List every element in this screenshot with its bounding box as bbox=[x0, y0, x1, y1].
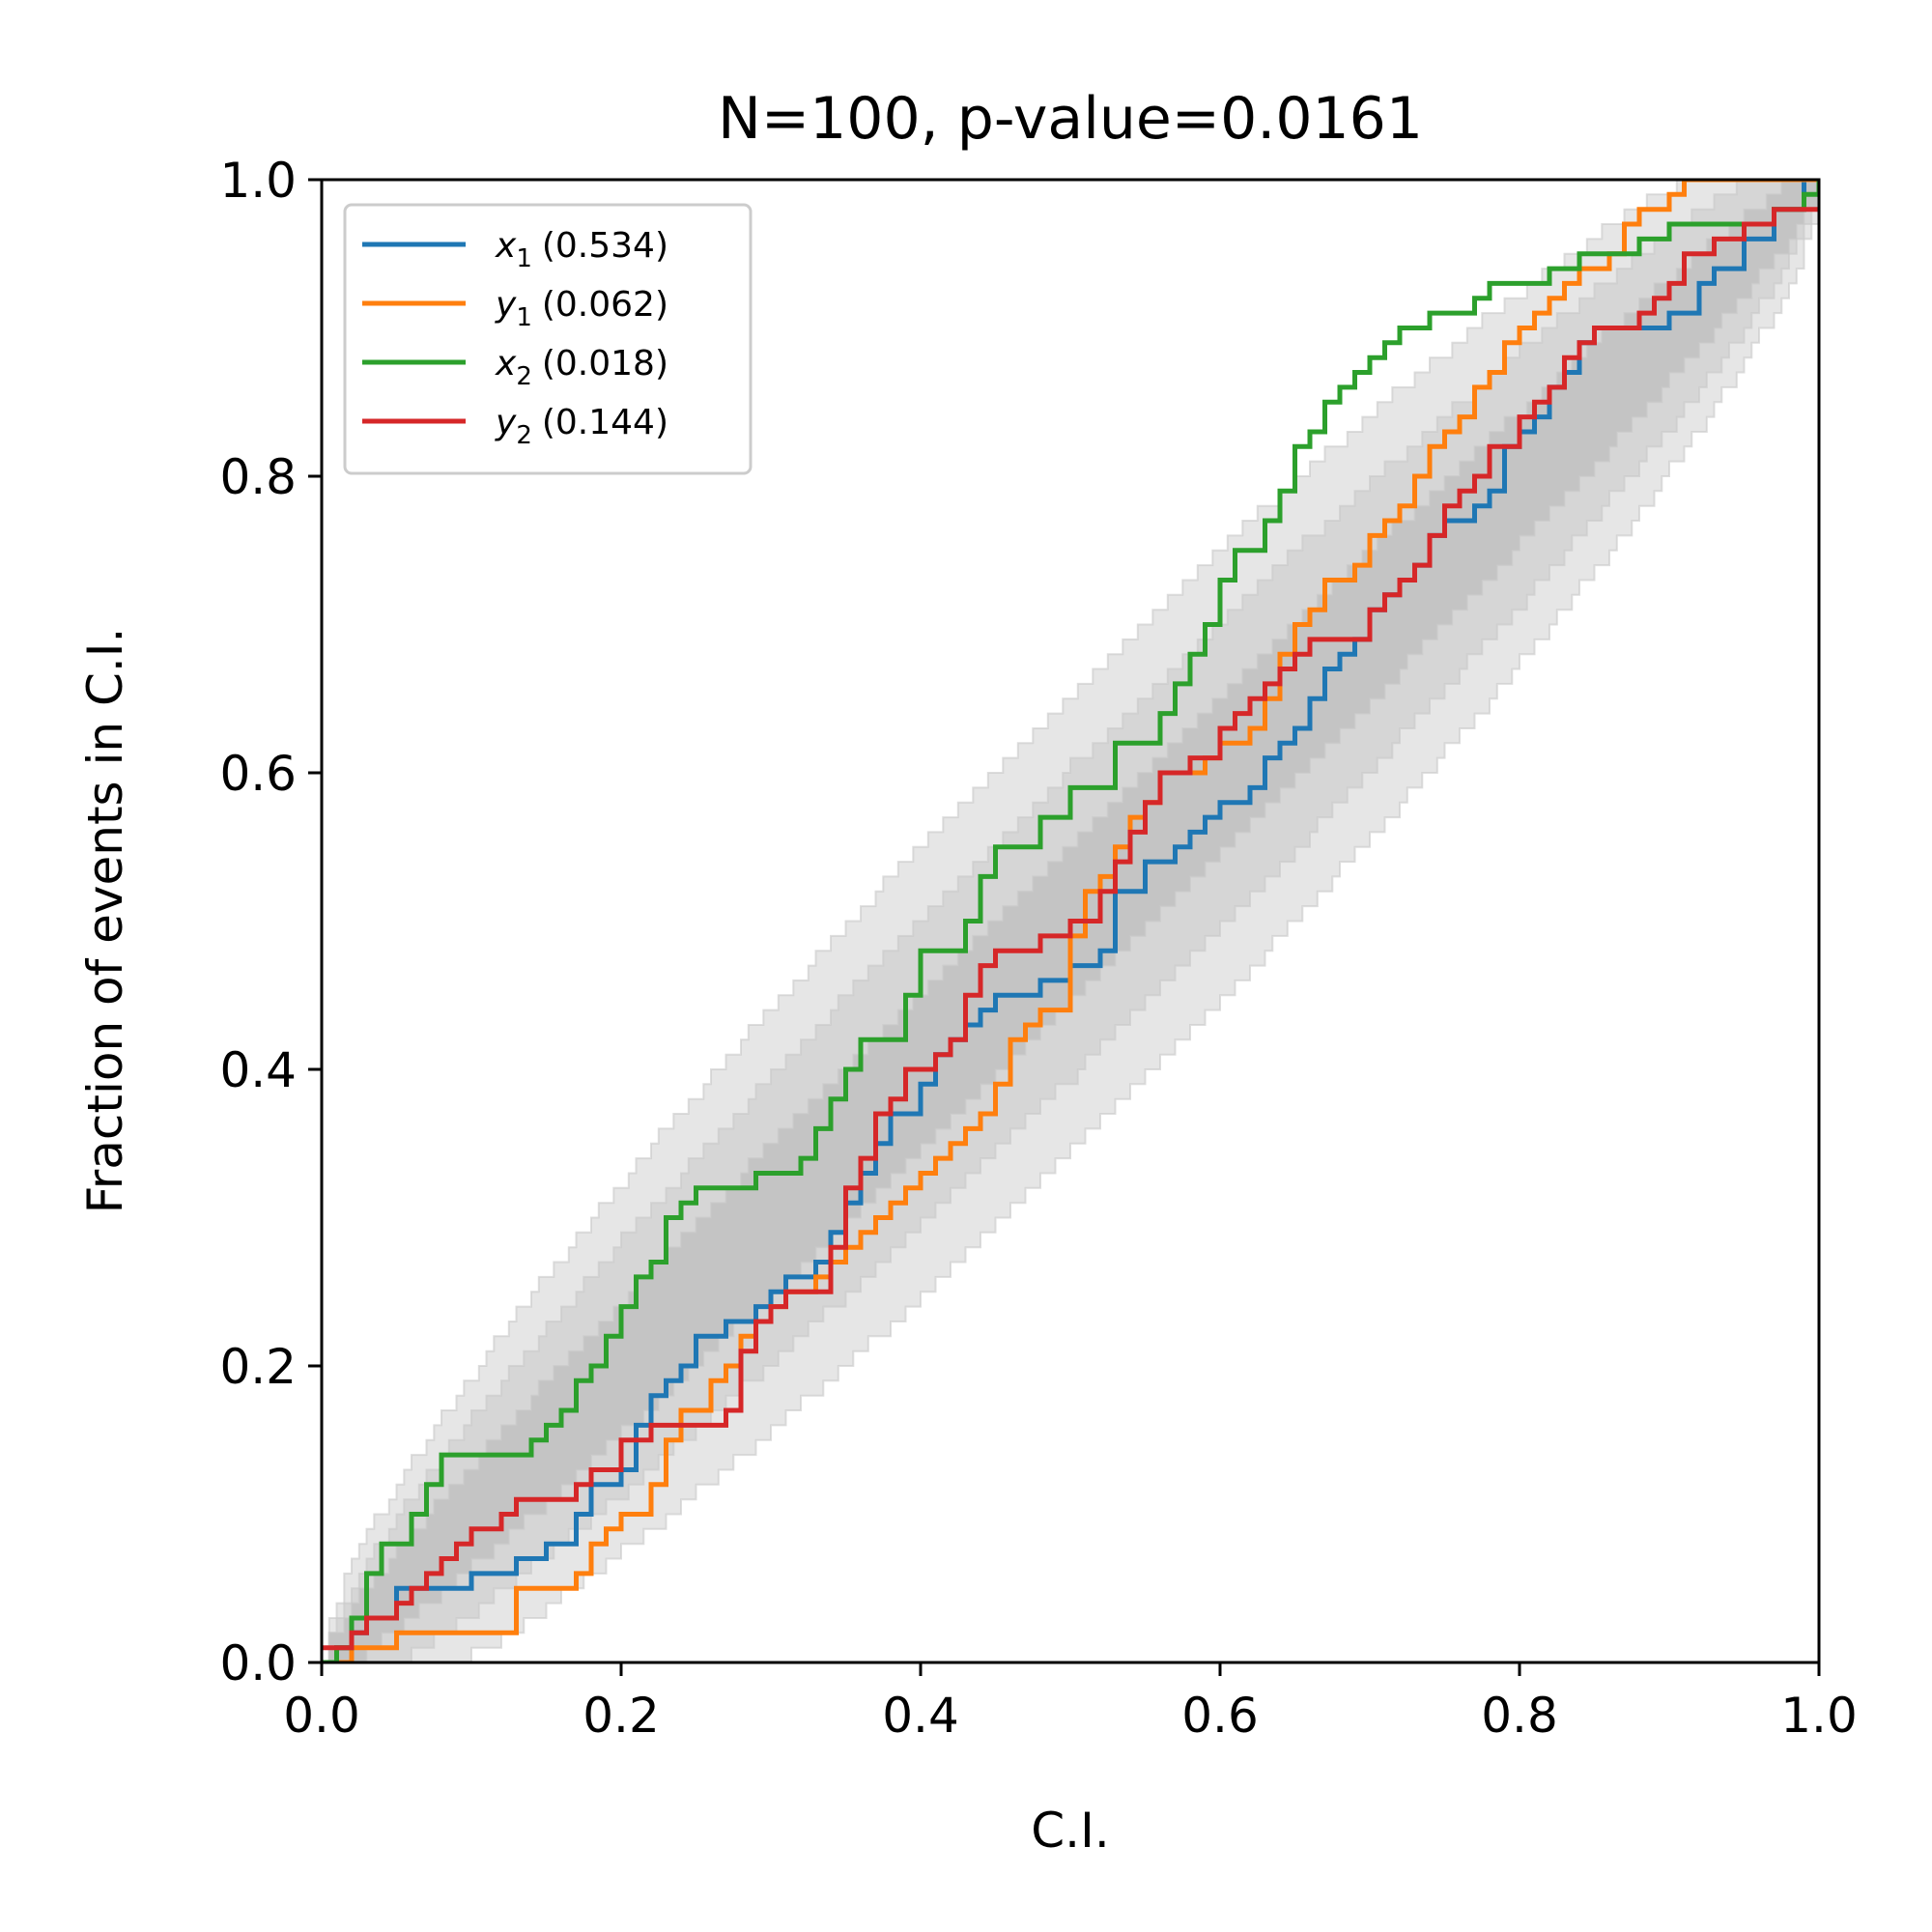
legend-label-y2: y2 (0.144) bbox=[495, 403, 668, 450]
y-axis-label: Fraction of events in C.I. bbox=[77, 628, 133, 1214]
y-tick-label: 1.0 bbox=[219, 153, 297, 209]
x-tick-label: 1.0 bbox=[1780, 1688, 1858, 1744]
series-line-x2 bbox=[322, 180, 1819, 1662]
y-tick-label: 0.2 bbox=[219, 1339, 297, 1395]
chart-title: N=100, p-value=0.0161 bbox=[718, 85, 1423, 153]
y-tick-label: 0.4 bbox=[219, 1042, 297, 1098]
x-tick-label: 0.6 bbox=[1181, 1688, 1259, 1744]
y-tick-label: 0.6 bbox=[219, 746, 297, 802]
legend: x1 (0.534) y1 (0.062) x2 (0.018) y2 (0.144) bbox=[343, 203, 753, 475]
x-tick-label: 0.0 bbox=[283, 1688, 360, 1744]
x-tick-label: 0.2 bbox=[582, 1688, 660, 1744]
legend-label-x1: x1 (0.534) bbox=[495, 226, 668, 273]
series-line-x1 bbox=[322, 180, 1819, 1662]
x-tick-label: 0.8 bbox=[1481, 1688, 1558, 1744]
y-tick-label: 0.0 bbox=[219, 1635, 297, 1691]
x-axis-ticks: 0.0 0.2 0.4 0.6 0.8 1.0 bbox=[283, 1662, 1858, 1744]
series-lines bbox=[322, 180, 1819, 1662]
legend-label-y1: y1 (0.062) bbox=[495, 285, 668, 332]
legend-box bbox=[343, 203, 753, 475]
y-tick-label: 0.8 bbox=[219, 449, 297, 505]
plot-frame bbox=[320, 178, 1821, 1664]
x-tick-label: 0.4 bbox=[882, 1688, 959, 1744]
x-axis-label: C.I. bbox=[1031, 1803, 1109, 1859]
legend-label-x2: x2 (0.018) bbox=[495, 344, 668, 391]
series-line-y2 bbox=[322, 207, 1819, 1651]
y-axis-ticks: 0.0 0.2 0.4 0.6 0.8 1.0 bbox=[219, 153, 322, 1691]
